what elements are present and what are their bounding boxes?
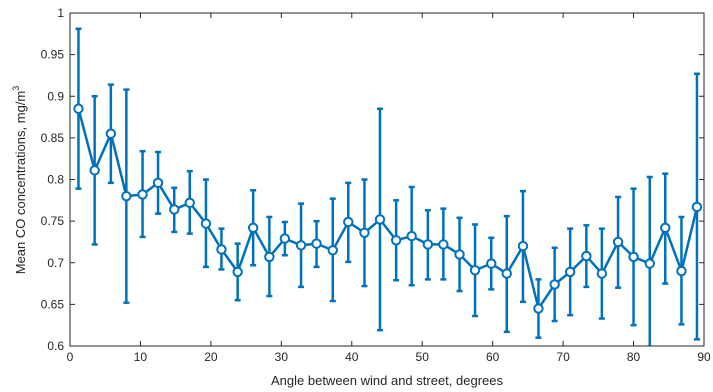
data-point (327, 245, 338, 256)
y-tick-label: 0.65 (41, 297, 65, 311)
data-point (676, 265, 687, 277)
plot-frame (69, 12, 705, 347)
y-tick-label: 0.75 (41, 214, 65, 228)
data-point (152, 177, 164, 189)
y-axis-label-group: Mean CO concentrations, mg/m3 (11, 86, 28, 275)
data-point (406, 230, 417, 242)
y-tick-label: 0.8 (47, 173, 64, 187)
series-line (77, 108, 699, 312)
data-point (628, 251, 639, 263)
y-tick-label: 0.95 (41, 48, 65, 62)
y-tick-label: 0.7 (47, 256, 64, 270)
data-point (390, 235, 402, 246)
data-point (73, 103, 84, 114)
x-tick-label: 80 (627, 350, 641, 364)
data-point (691, 201, 703, 213)
data-point (359, 227, 370, 238)
data-point (247, 222, 259, 233)
data-point (121, 190, 132, 202)
y-tick-label: 0.6 (47, 339, 64, 353)
data-point (533, 303, 544, 314)
data-point (184, 197, 195, 209)
data-point (137, 189, 148, 200)
x-tick-label: 30 (275, 350, 289, 364)
data-point (454, 249, 465, 260)
y-axis-label-text: Mean CO concentrations, mg/m (13, 91, 28, 275)
data-point (89, 165, 100, 176)
data-point (596, 268, 608, 279)
x-tick-label: 20 (204, 350, 218, 364)
data-point (169, 204, 180, 215)
x-tick-label: 0 (67, 350, 74, 364)
data-point (581, 250, 592, 262)
data-point (374, 214, 386, 225)
y-tick-label: 0.85 (41, 131, 65, 145)
data-point (311, 238, 322, 249)
x-tick-label: 60 (486, 350, 500, 364)
y-tick-label: 1 (57, 6, 64, 20)
data-point (343, 216, 354, 228)
data-point (105, 128, 117, 139)
y-tick-label: 0.9 (47, 89, 64, 103)
data-point (564, 266, 576, 278)
data-point (486, 258, 497, 269)
y-axis-label-superscript: 3 (11, 86, 21, 91)
data-point (517, 240, 529, 252)
data-point (295, 240, 307, 251)
x-tick-label: 50 (416, 350, 430, 364)
data-point (501, 268, 512, 279)
data-point (660, 222, 671, 233)
data-point (200, 218, 212, 229)
data-point (232, 266, 243, 278)
data-point (438, 239, 449, 250)
data-point (612, 236, 624, 248)
x-axis-label: Angle between wind and street, degrees (271, 373, 503, 388)
x-tick-label: 90 (697, 350, 711, 364)
data-point (644, 258, 655, 269)
y-axis-label: Mean CO concentrations, mg/m3 (11, 86, 28, 275)
data-point (216, 244, 227, 255)
data-point (469, 265, 481, 276)
x-tick-label: 40 (345, 350, 359, 364)
data-point (264, 251, 275, 263)
data-point (422, 239, 434, 250)
x-tick-label: 10 (134, 350, 148, 364)
data-point (279, 233, 291, 244)
x-tick-label: 70 (556, 350, 570, 364)
data-point (549, 279, 560, 290)
